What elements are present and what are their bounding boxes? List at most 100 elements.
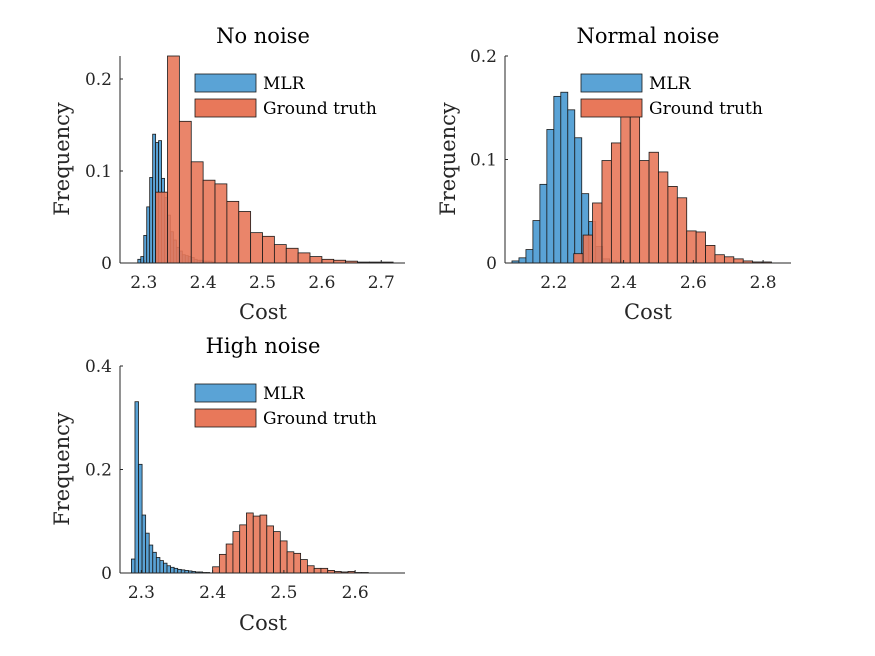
x-tick-label: 2.6: [342, 583, 369, 603]
x-tick-label: 2.5: [249, 273, 276, 293]
panel-normal-noise: Normal noise 2.2 2.4 2.6 2.8 0 0.1 0.2 Cost Fr…: [436, 24, 791, 324]
bar-ground-truth: [190, 161, 204, 264]
legend-swatch-ground-truth: [194, 408, 257, 428]
x-tick-label: 2.6: [308, 273, 335, 293]
x-tick-label: 2.5: [270, 583, 297, 603]
bars-layer: [137, 55, 394, 264]
legend-label-ground-truth: Ground truth: [263, 99, 377, 119]
bar-ground-truth: [246, 512, 254, 574]
bar-ground-truth: [667, 186, 678, 264]
y-tick-label: 0.1: [85, 162, 112, 182]
bar-ground-truth: [321, 258, 335, 264]
bar-mlr: [138, 463, 143, 574]
bar-mlr: [148, 544, 154, 574]
axes-layer: 2.2 2.4 2.6 2.8 0 0.1 0.2: [470, 47, 791, 293]
bar-mlr: [155, 557, 161, 574]
bar-mlr: [149, 177, 154, 264]
bar-ground-truth: [300, 559, 308, 574]
y-axis-label: Frequency: [50, 102, 74, 216]
bar-ground-truth: [239, 524, 247, 574]
bar-mlr: [152, 133, 157, 264]
bar-ground-truth: [293, 552, 302, 574]
bar-ground-truth: [266, 525, 274, 574]
bar-mlr: [560, 91, 569, 264]
bar-ground-truth: [238, 211, 252, 264]
bar-ground-truth: [212, 566, 220, 574]
chart-title: Normal noise: [577, 24, 720, 48]
bar-ground-truth: [225, 543, 234, 574]
bar-ground-truth: [309, 256, 323, 264]
axes-layer: 2.3 2.4 2.5 2.6 2.7 0 0.1 0.2: [85, 56, 405, 293]
bar-ground-truth: [167, 55, 180, 264]
bar-ground-truth: [592, 202, 603, 264]
legend-label-ground-truth: Ground truth: [649, 99, 763, 119]
y-axis-label: Frequency: [436, 102, 460, 216]
bar-ground-truth: [723, 256, 735, 264]
y-tick-label: 0.2: [470, 47, 497, 67]
bar-ground-truth: [695, 231, 706, 264]
bar-ground-truth: [252, 515, 261, 574]
bar-ground-truth: [306, 565, 315, 574]
bar-ground-truth: [226, 200, 240, 264]
x-axis-label: Cost: [624, 300, 672, 324]
legend-label-mlr: MLR: [263, 74, 306, 94]
bar-ground-truth: [573, 253, 584, 264]
bar-ground-truth: [178, 120, 192, 264]
axes-layer: 2.3 2.4 2.5 2.6 0 0.2 0.4: [85, 357, 405, 603]
bar-mlr: [146, 206, 151, 264]
bar-ground-truth: [250, 232, 263, 264]
legend-swatch-mlr: [580, 73, 643, 93]
bar-ground-truth: [705, 245, 716, 264]
legend: MLR Ground truth: [194, 383, 377, 429]
x-tick-label: 2.6: [680, 273, 707, 293]
x-tick-label: 2.4: [190, 273, 217, 293]
bar-ground-truth: [285, 247, 299, 264]
bar-mlr: [553, 95, 562, 264]
x-axis-label: Cost: [239, 300, 287, 324]
bar-mlr: [143, 234, 148, 264]
bar-ground-truth: [313, 567, 322, 574]
x-tick-label: 2.8: [750, 273, 777, 293]
bar-mlr: [539, 183, 548, 264]
bar-mlr: [173, 567, 179, 574]
y-tick-label: 0: [486, 254, 497, 274]
x-tick-label: 2.3: [128, 583, 155, 603]
bar-ground-truth: [610, 142, 622, 264]
legend: MLR Ground truth: [580, 73, 763, 119]
bar-ground-truth: [286, 551, 295, 574]
bar-ground-truth: [218, 553, 227, 574]
legend: MLR Ground truth: [194, 73, 377, 119]
x-tick-label: 2.2: [540, 273, 567, 293]
y-tick-label: 0: [101, 254, 112, 274]
x-axis-label: Cost: [239, 611, 287, 635]
legend-swatch-ground-truth: [194, 98, 257, 118]
x-tick-label: 2.4: [610, 273, 637, 293]
bar-ground-truth: [629, 104, 641, 264]
panel-high-noise: High noise 2.3 2.4 2.5 2.6 0 0.2 0.4 Cost Freq…: [50, 334, 405, 635]
bar-mlr: [567, 109, 576, 264]
bar-mlr: [137, 258, 142, 264]
legend-label-mlr: MLR: [263, 384, 306, 404]
legend-swatch-mlr: [194, 73, 257, 93]
bar-ground-truth: [297, 252, 311, 264]
bar-ground-truth: [279, 540, 288, 574]
bar-mlr: [130, 558, 136, 574]
bar-mlr: [163, 562, 168, 574]
bar-ground-truth: [601, 160, 612, 264]
bar-ground-truth: [202, 179, 216, 264]
bar-ground-truth: [733, 258, 744, 264]
bar-mlr: [141, 514, 147, 574]
bar-ground-truth: [155, 191, 168, 264]
x-tick-label: 2.7: [368, 273, 395, 293]
bar-mlr: [159, 560, 164, 574]
bar-mlr: [166, 565, 171, 574]
bar-mlr: [134, 401, 139, 574]
legend-label-ground-truth: Ground truth: [263, 409, 377, 429]
bar-mlr: [177, 568, 182, 574]
chart-title: No noise: [216, 24, 310, 48]
legend-swatch-mlr: [194, 383, 257, 403]
y-tick-label: 0.2: [85, 70, 112, 90]
bar-ground-truth: [648, 151, 659, 264]
bar-mlr: [546, 129, 555, 264]
